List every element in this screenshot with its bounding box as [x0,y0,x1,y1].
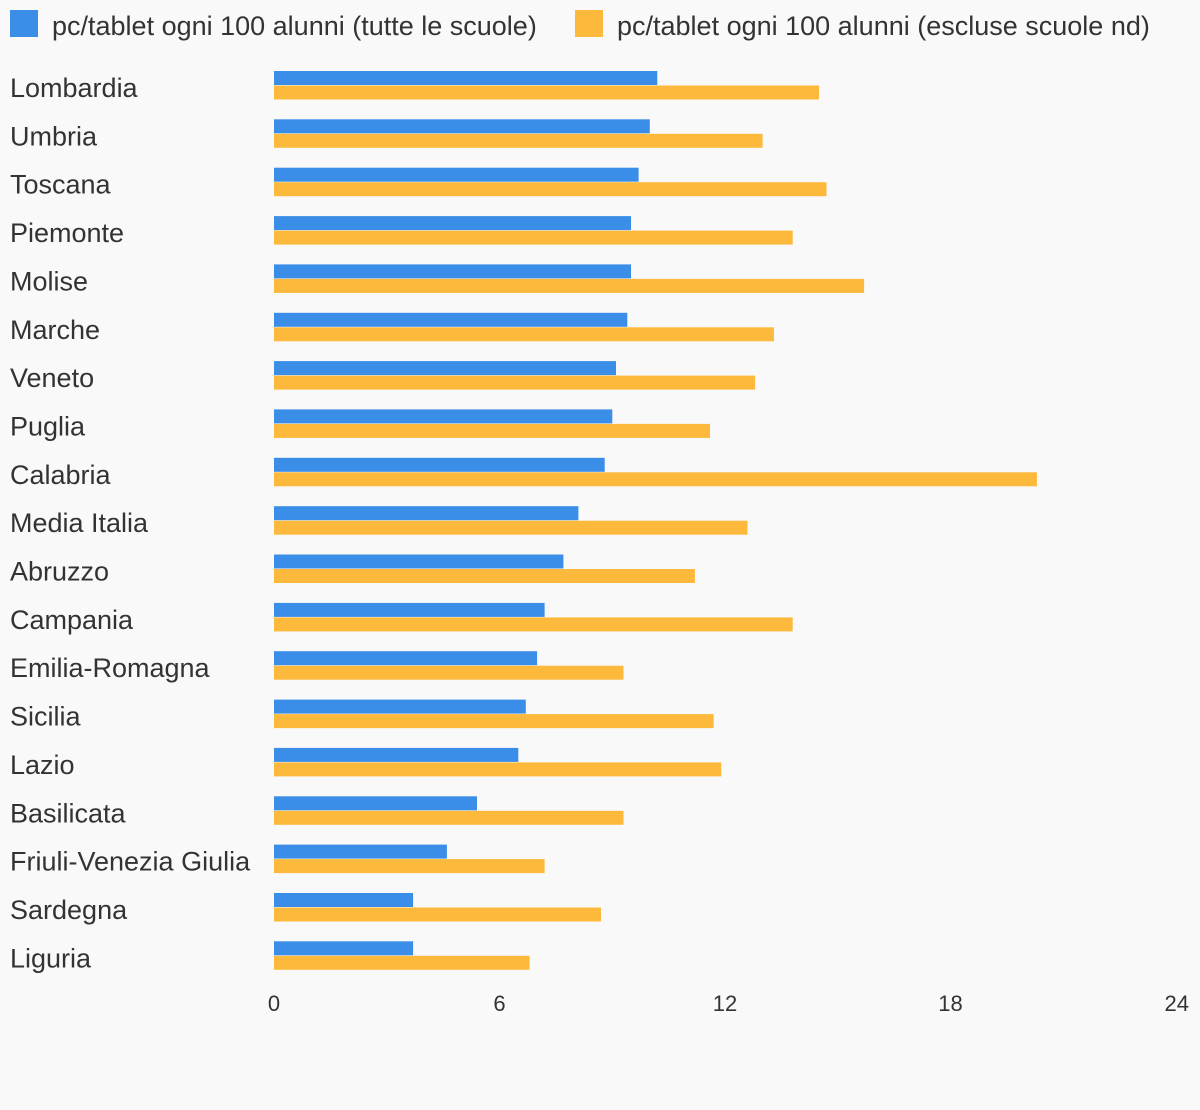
x-tick-label: 18 [938,991,962,1016]
bar-series-2 [274,133,763,148]
bar-series-2 [274,762,722,777]
bar-series-1 [274,312,628,327]
bar-series-1 [274,361,616,376]
bar-series-1 [274,71,658,85]
x-tick-label: 0 [268,991,280,1016]
bar-series-1 [274,602,545,617]
bar-series-2 [274,230,793,245]
bar-series-1 [274,506,579,521]
bar-series-1 [274,796,477,811]
bars [274,71,1037,970]
bar-series-1 [274,893,414,907]
category-label: Emilia-Romagna [10,653,211,683]
category-label: Toscana [10,170,112,200]
bar-series-2 [274,182,827,197]
bar-series-1 [274,216,631,231]
bar-series-1 [274,167,639,182]
bar-series-2 [274,955,530,970]
x-axis: 0 6 12 18 24 [268,991,1189,1016]
bar-series-1 [274,941,414,956]
x-tick-label: 12 [713,991,737,1016]
bar-series-1 [274,651,538,666]
category-label: Veneto [10,363,94,393]
bar-series-1 [274,119,650,134]
legend-label-series-2: pc/tablet ogni 100 alunni (escluse scuol… [617,11,1150,41]
bar-series-1 [274,264,631,279]
bar-series-2 [274,907,601,922]
legend-swatch-series-1 [10,10,38,37]
category-label: Molise [10,266,88,296]
x-tick-label: 6 [493,991,505,1016]
legend: pc/tablet ogni 100 alunni (tutte le scuo… [10,10,1150,41]
category-label: Sardegna [10,895,128,925]
category-labels: Lombardia Umbria Toscana Piemonte Molise Marc… [10,73,251,973]
category-label: Lombardia [10,73,139,103]
bar-series-2 [274,375,756,390]
category-label: Basilicata [10,798,127,828]
bar-series-2 [274,714,714,729]
bar-series-2 [274,472,1037,487]
category-label: Piemonte [10,218,124,248]
bar-series-2 [274,85,819,100]
bar-series-1 [274,457,605,472]
bar-series-1 [274,699,526,714]
category-label: Marche [10,315,100,345]
bar-series-2 [274,810,624,825]
bar-series-1 [274,844,447,859]
bar-series-2 [274,617,793,632]
bar-series-2 [274,665,624,680]
bar-series-1 [274,409,613,424]
category-label: Media Italia [10,508,149,538]
legend-label-series-1: pc/tablet ogni 100 alunni (tutte le scuo… [52,11,537,41]
legend-swatch-series-2 [575,10,603,37]
category-label: Campania [10,605,134,635]
bar-series-2 [274,520,748,535]
category-label: Lazio [10,750,75,780]
bar-series-2 [274,278,865,293]
bar-series-2 [274,327,774,342]
bar-series-2 [274,423,710,438]
bar-series-2 [274,569,695,583]
category-label: Sicilia [10,702,82,732]
x-tick-label: 24 [1165,991,1189,1016]
category-label: Umbria [10,121,98,151]
bar-series-1 [274,747,519,762]
category-label: Calabria [10,460,112,490]
bar-series-1 [274,554,564,569]
category-label: Puglia [10,411,86,441]
category-label: Abruzzo [10,557,109,587]
bar-series-2 [274,859,545,874]
category-label: Liguria [10,943,92,973]
category-label: Friuli-Venezia Giulia [10,847,251,877]
